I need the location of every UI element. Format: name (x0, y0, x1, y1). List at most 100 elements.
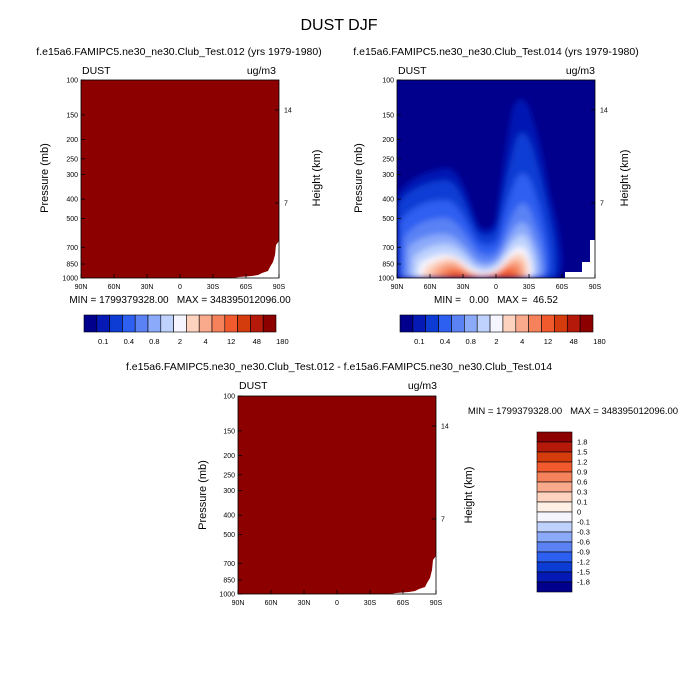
panel-3-stats: MIN = 1799379328.00 MAX = 348395012096.0… (468, 406, 678, 417)
panel-2-contours (397, 99, 595, 278)
y-tick-label: 300 (223, 488, 235, 495)
colorbar-box (438, 314, 452, 333)
colorbar-panel-2: 0.1 0.4 0.8 2 4 12 48 180 (399, 314, 606, 346)
y-tick-label: 850 (382, 262, 394, 269)
colorbar-label: 180 (276, 337, 289, 346)
y-tick-label: 250 (223, 472, 235, 479)
colorbar-label: 0.8 (466, 337, 476, 346)
y-tick-label: 400 (223, 513, 235, 520)
y-tick-label: 1000 (378, 276, 394, 283)
panel-3: f.e15a6.FAMIPC5.ne30_ne30.Club_Test.012 … (126, 361, 678, 607)
colorbar-label: 0.1 (414, 337, 424, 346)
panel-1-stats: MIN = 1799379328.00 MAX = 348395012096.0… (69, 295, 291, 306)
panel-2-title: f.e15a6.FAMIPC5.ne30_ne30.Club_Test.014 … (353, 46, 638, 58)
colorbar-box (211, 314, 226, 333)
y-tick-label: 300 (66, 172, 78, 179)
colorbar-box (536, 541, 573, 553)
colorbar-label: 0.1 (98, 337, 108, 346)
colorbar-label: 2 (494, 337, 498, 346)
y-tick-label: 700 (66, 245, 78, 252)
y-tick-label: 400 (66, 197, 78, 204)
y-tick-label: 150 (223, 428, 235, 435)
y-tick-label: 400 (382, 197, 394, 204)
colorbar-box (399, 314, 414, 333)
figure-title: DUST DJF (300, 17, 377, 34)
colorbar-box (237, 314, 251, 333)
panel-2-missing-corner-b (582, 262, 590, 278)
colorbar-box (536, 451, 573, 463)
y-tick-label: 100 (223, 394, 235, 401)
x-tick-label: 0 (335, 600, 339, 607)
y-tick-label: 250 (66, 156, 78, 163)
panel-3-missing-corner (390, 556, 436, 594)
panel-2-y-ticks: 100 150 200 250 300 400 500 700 850 1000 (378, 78, 401, 283)
panel-2-x-ticks: 90N 60N 30N 0 30S 60S 90S (391, 274, 602, 291)
colorbar-box (536, 431, 573, 443)
colorbar-box (109, 314, 123, 333)
y-tick-label: 500 (223, 532, 235, 539)
y-tick-label: 200 (223, 453, 235, 460)
colorbar-label: 0.6 (577, 478, 587, 487)
colorbar-label: 4 (520, 337, 524, 346)
x-tick-label: 60S (397, 600, 410, 607)
contour-level-11 (446, 269, 517, 278)
colorbar-label: 12 (544, 337, 552, 346)
colorbar-box (566, 314, 581, 333)
colorbar-box (83, 314, 98, 333)
colorbar-box (536, 441, 573, 453)
colorbar-box (536, 471, 573, 483)
panel-2-height-ticks: 14 7 (591, 107, 608, 207)
colorbar-box (198, 314, 213, 333)
panel-2-ylabel: Pressure (mb) (353, 143, 365, 213)
colorbar-label: 0.4 (440, 337, 450, 346)
panel-1-left-label: DUST (82, 65, 111, 77)
colorbar-box (536, 531, 573, 543)
panel-3-field (238, 396, 436, 594)
colorbar-label: -0.1 (577, 518, 590, 527)
colorbar-label: 180 (593, 337, 606, 346)
x-tick-label: 30S (523, 284, 536, 291)
colorbar-label: -1.5 (577, 568, 590, 577)
colorbar-box (412, 314, 427, 333)
colorbar-box (536, 581, 573, 593)
colorbar-difference: 1.81.51.20.90.60.30.10-0.1-0.3-0.6-0.9-1… (536, 431, 590, 593)
height-tick-label: 14 (441, 423, 449, 430)
panel-3-x-ticks: 90N 60N 30N 0 30S 60S 90S (232, 590, 443, 607)
x-tick-label: 0 (178, 284, 182, 291)
colorbar-label: 2 (178, 337, 182, 346)
colorbar-box (536, 501, 573, 513)
y-tick-label: 150 (382, 112, 394, 119)
colorbar-panel-1: 0.1 0.4 0.8 2 4 12 48 180 (83, 314, 289, 346)
colorbar-box (579, 314, 594, 333)
y-tick-label: 300 (382, 172, 394, 179)
x-tick-label: 30S (207, 284, 220, 291)
colorbar-box (502, 314, 517, 333)
colorbar-label: 0.9 (577, 468, 587, 477)
panel-1-height-ticks: 14 7 (275, 107, 292, 207)
colorbar-box (464, 314, 478, 333)
panel-2-ylabel-right: Height (km) (619, 150, 631, 207)
height-tick-label: 7 (600, 200, 604, 207)
colorbar-label: -0.9 (577, 548, 590, 557)
x-tick-label: 30N (141, 284, 154, 291)
colorbar-box (476, 314, 491, 333)
colorbar-box (250, 314, 264, 333)
colorbar-box (489, 314, 504, 333)
panel-3-height-ticks: 14 7 (432, 423, 449, 523)
y-tick-label: 850 (223, 578, 235, 585)
height-tick-label: 7 (441, 516, 445, 523)
y-tick-label: 200 (66, 137, 78, 144)
colorbar-box (451, 314, 465, 333)
panel-3-ylabel-right: Height (km) (463, 467, 475, 524)
panel-3-right-label: ug/m3 (408, 380, 437, 392)
colorbar-box (536, 461, 573, 473)
panel-1-y-ticks: 100 150 200 250 300 400 500 700 850 1000 (62, 78, 85, 283)
x-tick-label: 60N (424, 284, 437, 291)
panel-2-missing-corner-c (565, 272, 582, 278)
height-tick-label: 7 (284, 200, 288, 207)
y-tick-label: 100 (66, 78, 78, 85)
panel-1-x-ticks: 90N 60N 30N 0 30S 60S 90S (75, 274, 286, 291)
x-tick-label: 30N (298, 600, 311, 607)
panel-1-field (81, 80, 279, 278)
